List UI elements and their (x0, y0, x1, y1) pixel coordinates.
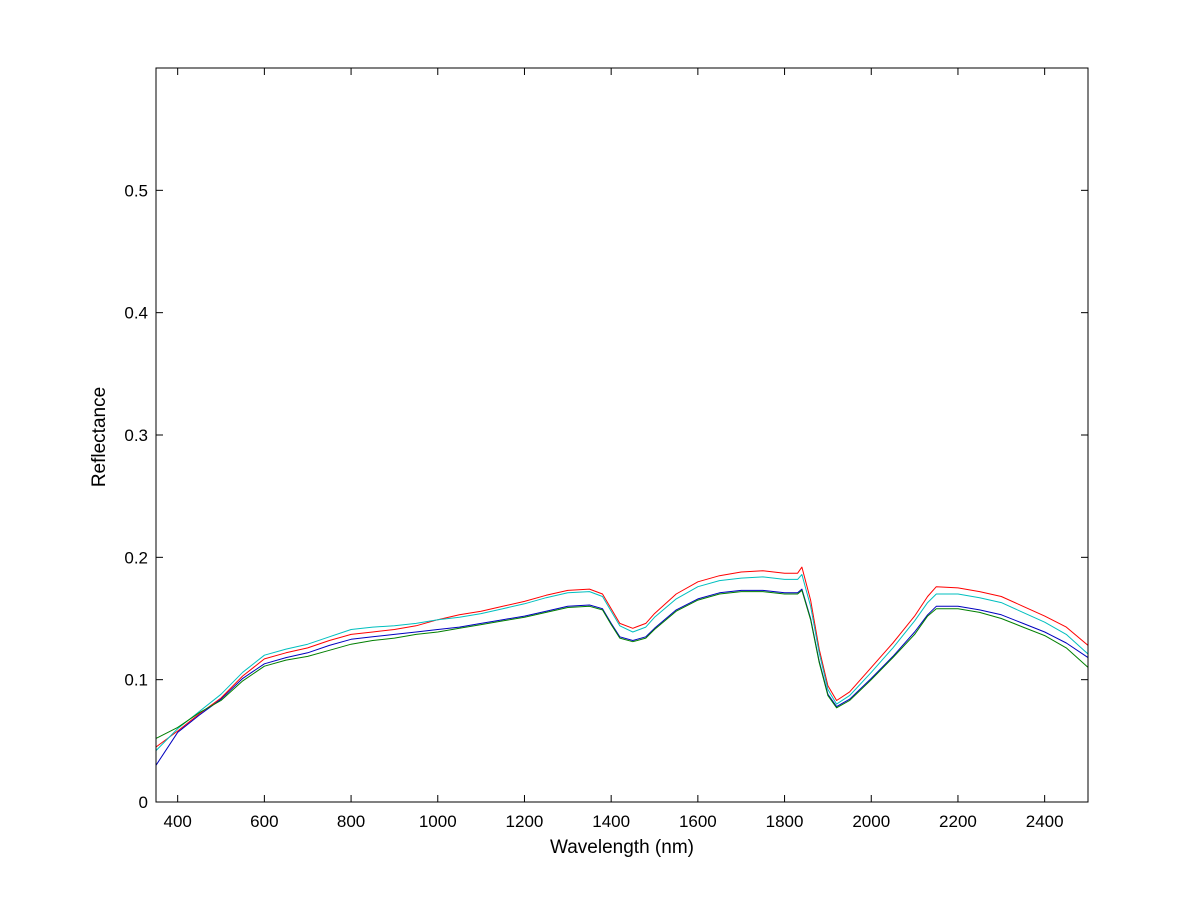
y-tick-label: 0 (139, 793, 148, 812)
tick-layer: 400 600 800 1000 1200 1400 1600 1800 2000 2200 240… (124, 68, 1088, 831)
x-tick-label: 600 (250, 812, 278, 831)
x-tick-label: 1400 (592, 812, 630, 831)
x-tick-label: 400 (163, 812, 191, 831)
y-tick-label: 0.1 (124, 671, 148, 690)
x-tick-label: 2200 (939, 812, 977, 831)
y-tick-label: 0.5 (124, 181, 148, 200)
y-tick-label: 0.2 (124, 548, 148, 567)
x-tick-label: 2400 (1026, 812, 1064, 831)
x-axis-label: Wavelength (nm) (550, 837, 694, 858)
x-tick-label: 1000 (419, 812, 457, 831)
y-axis-label: Reflectance (89, 387, 110, 487)
x-tick-label: 1600 (679, 812, 717, 831)
x-tick-label: 1800 (766, 812, 804, 831)
series-line-4 (155, 589, 1089, 739)
x-tick-label: 800 (337, 812, 365, 831)
series-line-2 (155, 574, 1089, 751)
y-tick-label: 0.4 (124, 304, 148, 323)
series-layer (155, 566, 1089, 766)
y-tick-label: 0.3 (124, 426, 148, 445)
series-line-1 (155, 566, 1089, 748)
x-tick-label: 1200 (506, 812, 544, 831)
x-tick-label: 2000 (852, 812, 890, 831)
series-line-3 (155, 588, 1089, 766)
